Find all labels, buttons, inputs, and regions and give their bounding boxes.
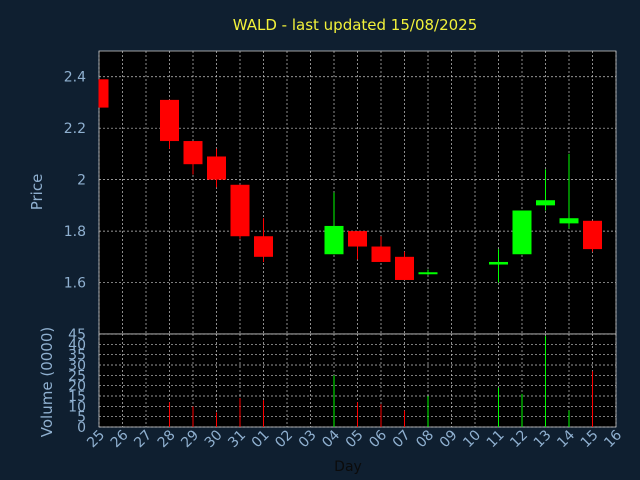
candle-body (583, 220, 602, 250)
day-tick-label: 03 (296, 427, 320, 451)
day-tick-label: 16 (601, 427, 625, 451)
price-candles (98, 79, 602, 283)
price-tick-label: 2 (77, 173, 86, 189)
price-tick-label: 2.4 (64, 70, 86, 86)
candle-body (254, 236, 273, 257)
candle-body (183, 141, 203, 165)
day-tick-label: 26 (108, 427, 132, 451)
day-tick-label: 04 (319, 427, 343, 451)
candle-body (489, 261, 508, 265)
candle-body (160, 99, 179, 142)
volume-tick-label: 15 (68, 389, 86, 405)
day-tick-label: 07 (390, 427, 414, 451)
volume-tick-label: 5 (77, 410, 86, 426)
candle-body (230, 184, 250, 237)
day-tick-label: 02 (272, 427, 296, 451)
volume-tick-label: 20 (68, 379, 86, 395)
day-tick-label: 27 (131, 427, 155, 451)
day-tick-label: 28 (155, 427, 179, 451)
price-y-ticks: 1.6 1.8 2 2.2 2.4 (64, 70, 86, 292)
volume-bars (169, 336, 593, 427)
candle-body (207, 156, 226, 180)
volume-tick-label: 10 (68, 399, 86, 415)
candle-body (418, 272, 438, 275)
price-axis-label: Price (28, 174, 46, 211)
price-tick-label: 1.6 (64, 276, 86, 292)
day-tick-label: 15 (578, 427, 602, 451)
day-tick-label: 12 (507, 427, 531, 451)
day-tick-label: 01 (249, 427, 273, 451)
candle-body (99, 79, 109, 108)
candle-body (371, 246, 391, 262)
day-tick-label: 29 (178, 427, 202, 451)
candle-body (536, 200, 555, 206)
volume-tick-label: 45 (68, 327, 86, 343)
day-tick-label: 09 (437, 427, 461, 451)
day-tick-label: 30 (202, 427, 226, 451)
candle-body (559, 218, 579, 224)
day-tick-label: 31 (225, 427, 249, 451)
volume-tick-label: 40 (68, 337, 86, 353)
candle-body (395, 256, 414, 280)
day-tick-label: 14 (554, 427, 578, 451)
x-axis-label: Day (334, 459, 362, 475)
day-tick-label: 13 (531, 427, 555, 451)
candle-body (512, 210, 532, 255)
day-tick-label: 08 (413, 427, 437, 451)
volume-tick-label: 25 (68, 368, 86, 384)
day-tick-label: 10 (460, 427, 484, 451)
candle-body (348, 231, 367, 247)
day-tick-label: 11 (484, 427, 508, 451)
price-tick-label: 2.2 (64, 121, 86, 137)
candle-body (324, 225, 344, 255)
volume-tick-label: 35 (68, 348, 86, 364)
volume-axis-label: Volume (0000) (38, 327, 56, 437)
day-tick-label: 05 (343, 427, 367, 451)
chart-title: WALD - last updated 15/08/2025 (233, 16, 478, 34)
volume-tick-label: 0 (77, 420, 86, 436)
day-tick-label: 06 (366, 427, 390, 451)
day-tick-label: 25 (84, 427, 108, 451)
volume-tick-label: 30 (68, 358, 86, 374)
day-x-ticks: 25 26 27 28 29 30 31 01 02 03 04 05 06 07 08 09 10 11 12 13… (84, 427, 625, 451)
price-tick-label: 1.8 (64, 224, 86, 240)
